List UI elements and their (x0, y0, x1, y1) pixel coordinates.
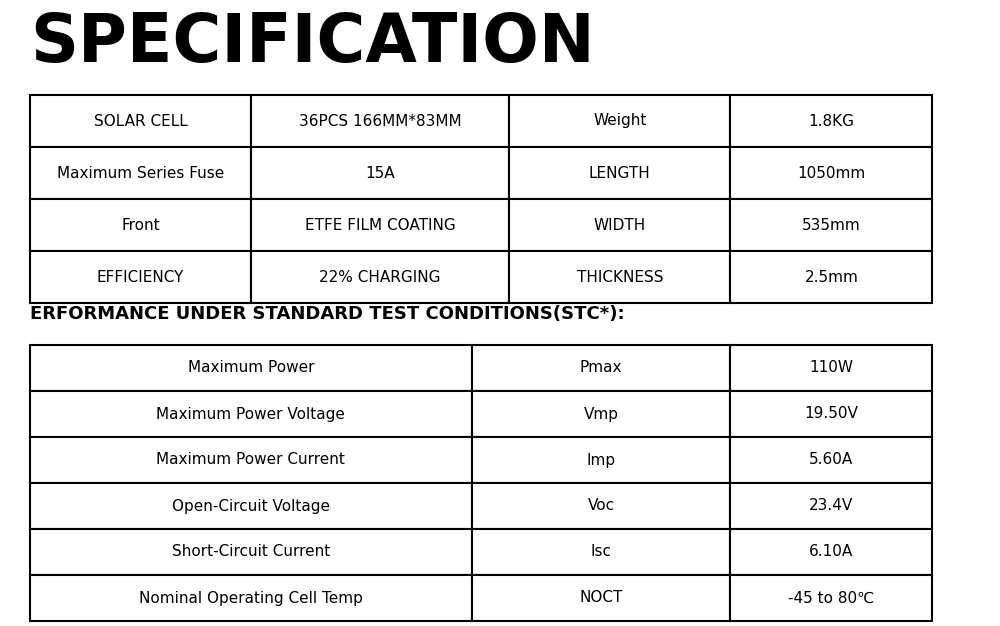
Text: Nominal Operating Cell Temp: Nominal Operating Cell Temp (139, 590, 363, 605)
Text: NOCT: NOCT (579, 590, 623, 605)
Text: Pmax: Pmax (580, 361, 622, 376)
Bar (730, 95, 932, 147)
Bar (30, 483, 472, 529)
Bar (509, 251, 730, 303)
Bar (30, 95, 251, 147)
Bar (730, 147, 932, 199)
Bar (730, 391, 932, 437)
Text: 19.50V: 19.50V (804, 406, 858, 421)
Text: 5.60A: 5.60A (809, 453, 853, 468)
Text: Front: Front (121, 217, 160, 232)
Bar (251, 95, 509, 147)
Text: 6.10A: 6.10A (809, 545, 853, 560)
Bar (730, 575, 932, 621)
Text: Maximum Series Fuse: Maximum Series Fuse (57, 165, 224, 180)
Text: 2.5mm: 2.5mm (804, 270, 858, 284)
Bar (509, 199, 730, 251)
Text: SPECIFICATION: SPECIFICATION (30, 10, 595, 76)
Text: 36PCS 166MM*83MM: 36PCS 166MM*83MM (299, 113, 461, 128)
Bar (730, 251, 932, 303)
Bar (730, 199, 932, 251)
Bar (30, 345, 472, 391)
Bar (30, 199, 251, 251)
Text: Short-Circuit Current: Short-Circuit Current (172, 545, 330, 560)
Bar (509, 147, 730, 199)
Bar (251, 251, 509, 303)
Bar (730, 529, 932, 575)
Bar (472, 437, 730, 483)
Text: 535mm: 535mm (802, 217, 861, 232)
Text: ETFE FILM COATING: ETFE FILM COATING (305, 217, 456, 232)
Bar (472, 529, 730, 575)
Bar (30, 575, 472, 621)
Bar (30, 529, 472, 575)
Text: Open-Circuit Voltage: Open-Circuit Voltage (172, 498, 330, 513)
Text: 22% CHARGING: 22% CHARGING (319, 270, 441, 284)
Text: Isc: Isc (591, 545, 612, 560)
Text: SOLAR CELL: SOLAR CELL (94, 113, 187, 128)
Text: 1.8KG: 1.8KG (808, 113, 854, 128)
Text: 15A: 15A (365, 165, 395, 180)
Text: WIDTH: WIDTH (594, 217, 646, 232)
Text: Vmp: Vmp (584, 406, 619, 421)
Bar (472, 391, 730, 437)
Text: Weight: Weight (593, 113, 647, 128)
Bar (251, 147, 509, 199)
Bar (30, 391, 472, 437)
Text: Maximum Power: Maximum Power (188, 361, 314, 376)
Bar (30, 147, 251, 199)
Text: 23.4V: 23.4V (809, 498, 853, 513)
Bar (509, 95, 730, 147)
Text: 1050mm: 1050mm (797, 165, 865, 180)
Bar (30, 251, 251, 303)
Bar (730, 437, 932, 483)
Text: ERFORMANCE UNDER STANDARD TEST CONDITIONS(STC*):: ERFORMANCE UNDER STANDARD TEST CONDITION… (30, 305, 625, 323)
Bar (472, 483, 730, 529)
Text: Maximum Power Voltage: Maximum Power Voltage (156, 406, 345, 421)
Text: 110W: 110W (809, 361, 853, 376)
Bar (472, 575, 730, 621)
Bar (30, 437, 472, 483)
Bar (472, 345, 730, 391)
Bar (251, 199, 509, 251)
Text: Imp: Imp (586, 453, 616, 468)
Text: THICKNESS: THICKNESS (577, 270, 663, 284)
Text: Maximum Power Current: Maximum Power Current (156, 453, 345, 468)
Text: -45 to 80℃: -45 to 80℃ (788, 590, 874, 605)
Text: EFFICIENCY: EFFICIENCY (97, 270, 184, 284)
Bar (730, 483, 932, 529)
Text: Voc: Voc (587, 498, 615, 513)
Bar (730, 345, 932, 391)
Text: LENGTH: LENGTH (589, 165, 651, 180)
